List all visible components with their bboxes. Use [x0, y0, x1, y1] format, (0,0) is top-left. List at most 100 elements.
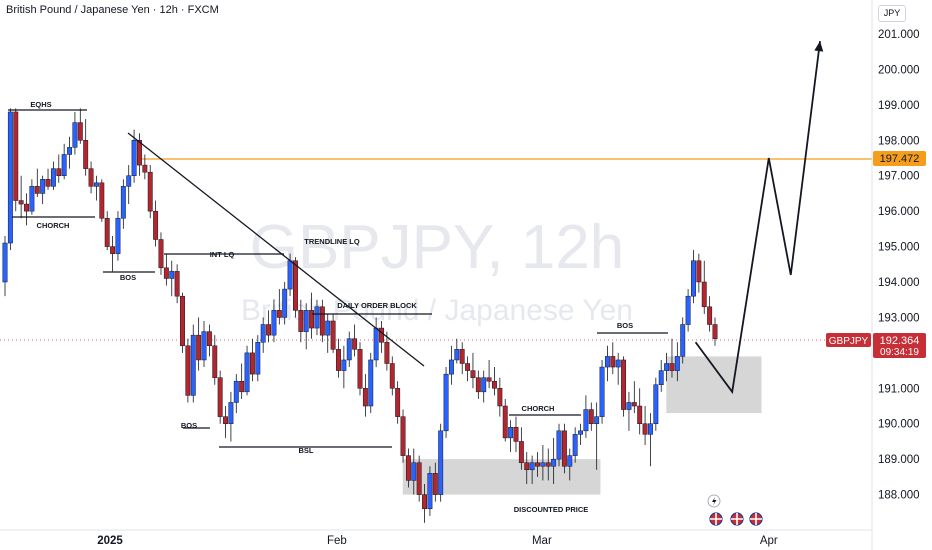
candle-up: [653, 384, 659, 424]
candle-down: [642, 423, 648, 435]
candle-up: [271, 310, 277, 336]
price-tick-label: 193.000: [878, 312, 920, 324]
candle-down: [631, 402, 637, 407]
candle-down: [266, 324, 272, 336]
candle-down: [497, 388, 503, 407]
annotation-labels: EQHS CHORCH BOS INT LQ TRENDLINE LQ DAILY ORD…: [30, 100, 633, 514]
candles-layer: [2, 108, 718, 523]
annotation-label: INT LQ: [210, 250, 235, 259]
candle-up: [325, 320, 331, 336]
candle-down: [163, 267, 169, 279]
price-tick-label: 198.000: [878, 135, 920, 147]
candle-down: [588, 409, 594, 424]
candle-down: [400, 416, 406, 456]
price-axis: 188.000189.000190.000191.000192.000193.0…: [878, 29, 920, 502]
candle-up: [61, 154, 67, 176]
price-tag: GBPJPY 192.364 09:34:19: [826, 333, 926, 358]
candle-down: [153, 210, 159, 240]
candle-down: [206, 331, 212, 347]
candle-up: [373, 327, 379, 361]
candle-up: [594, 416, 600, 424]
candle-down: [319, 306, 325, 336]
price-tick-label: 188.000: [878, 490, 920, 502]
price-tick-label: 194.000: [878, 277, 920, 289]
candle-down: [104, 217, 110, 247]
candle-down: [422, 494, 427, 510]
candle-up: [287, 260, 293, 290]
candle-up: [685, 295, 691, 325]
currency-unit[interactable]: JPY: [878, 5, 906, 22]
annotation-label: EQHS: [30, 100, 51, 109]
candle-up: [411, 462, 417, 481]
candle-down: [379, 327, 384, 343]
price-tick-label: 200.000: [878, 64, 920, 76]
price-tick-label: 196.000: [878, 206, 920, 218]
candle-up: [572, 434, 578, 456]
candle-up: [120, 186, 126, 219]
candle-down: [384, 341, 390, 364]
candle-down: [34, 186, 40, 194]
annotation-label: TRENDLINE LQ: [304, 237, 360, 246]
flag-cross-2: [731, 513, 743, 525]
candle-up: [341, 359, 347, 371]
zones-layer: [402, 356, 762, 495]
candle-up: [556, 430, 562, 460]
candle-up: [529, 462, 535, 471]
candle-down: [405, 455, 411, 481]
candle-up: [2, 242, 8, 283]
time-tick-label: Apr: [760, 535, 778, 547]
candle-down: [696, 260, 702, 283]
level-tag: 197.472: [873, 151, 926, 166]
candle-down: [223, 416, 228, 424]
candle-down: [535, 462, 540, 467]
annotation-label: DISCOUNTED PRICE: [514, 505, 589, 514]
event-icons[interactable]: [707, 494, 763, 526]
candle-down: [357, 349, 363, 389]
projection-path: [694, 40, 821, 395]
candle-down: [293, 260, 298, 311]
annotation-label: BOS: [181, 421, 197, 430]
candle-up: [691, 260, 696, 297]
candle-down: [432, 473, 438, 495]
price-tick-label: 197.000: [878, 171, 920, 183]
candle-down: [110, 246, 116, 254]
candle-down: [83, 140, 89, 169]
candle-up: [481, 377, 487, 393]
candle-up: [50, 168, 56, 187]
flag-cross-1: [710, 513, 722, 525]
price-tick-label: 189.000: [878, 454, 920, 466]
candle-down: [239, 380, 245, 393]
level-tag-bg: [873, 151, 926, 166]
candle-up: [680, 324, 686, 357]
candle-up: [578, 430, 583, 435]
candle-up: [282, 288, 288, 318]
projection-arrowhead: [814, 41, 824, 52]
candle-up: [72, 122, 78, 148]
candle-down: [470, 370, 476, 378]
candle-down: [707, 306, 713, 325]
candle-down: [158, 239, 164, 269]
time-tick-label: Mar: [532, 535, 552, 547]
candle-down: [180, 295, 185, 347]
demand-zone: [666, 356, 762, 414]
candle-up: [551, 458, 557, 467]
candle-down: [416, 462, 422, 495]
candle-up: [67, 147, 72, 155]
candle-down: [276, 310, 282, 318]
candle-down: [298, 310, 304, 332]
candle-up: [664, 363, 670, 371]
candle-down: [137, 140, 142, 166]
candle-down: [56, 168, 62, 176]
watermark-symbol: GBPJPY, 12h: [250, 213, 625, 282]
time-axis: 2025 Feb Mar Apr: [97, 535, 778, 547]
candle-down: [669, 363, 675, 371]
candle-up: [508, 427, 514, 439]
candle-down: [13, 111, 19, 201]
candle-up: [169, 271, 175, 279]
candle-down: [545, 462, 551, 467]
level-tag-price: 197.472: [880, 153, 920, 165]
candle-up: [244, 352, 250, 393]
candle-down: [309, 310, 315, 329]
price-tick-label: 195.000: [878, 242, 920, 254]
candle-up: [29, 186, 35, 212]
